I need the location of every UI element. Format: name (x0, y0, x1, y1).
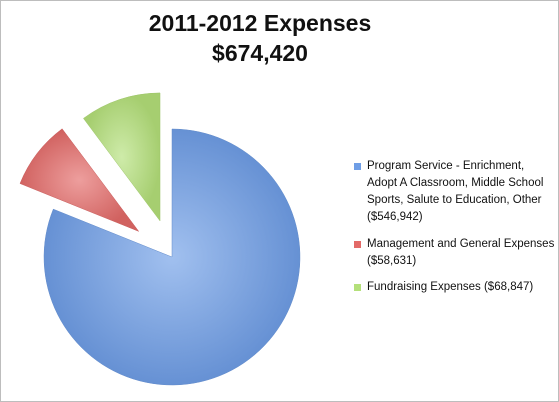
legend-item-fundraising: Fundraising Expenses ($68,847) (351, 279, 556, 296)
legend-item-program-service: Program Service - Enrichment, Adopt A Cl… (351, 158, 556, 226)
chart-subtitle: $674,420 (212, 40, 308, 66)
chart-title-block: 2011-2012 Expenses $674,420 (0, 8, 520, 68)
pie-slice-management-general (19, 128, 140, 232)
chart-title: 2011-2012 Expenses (148, 10, 372, 36)
legend-label-program-service: Program Service - Enrichment, Adopt A Cl… (367, 160, 544, 223)
legend-label-fundraising: Fundraising Expenses ($68,847) (367, 281, 534, 293)
pie-slice-program-service (43, 128, 301, 386)
legend-swatch-management-general (354, 241, 361, 248)
legend-label-management-general: Management and General Expenses ($58,631… (367, 238, 555, 267)
legend-item-management-general: Management and General Expenses ($58,631… (351, 236, 556, 270)
pie-slice-fundraising (83, 92, 161, 222)
legend-swatch-program-service (354, 163, 361, 170)
chart-legend: Program Service - Enrichment, Adopt A Cl… (351, 158, 556, 306)
legend-swatch-fundraising (354, 284, 361, 291)
